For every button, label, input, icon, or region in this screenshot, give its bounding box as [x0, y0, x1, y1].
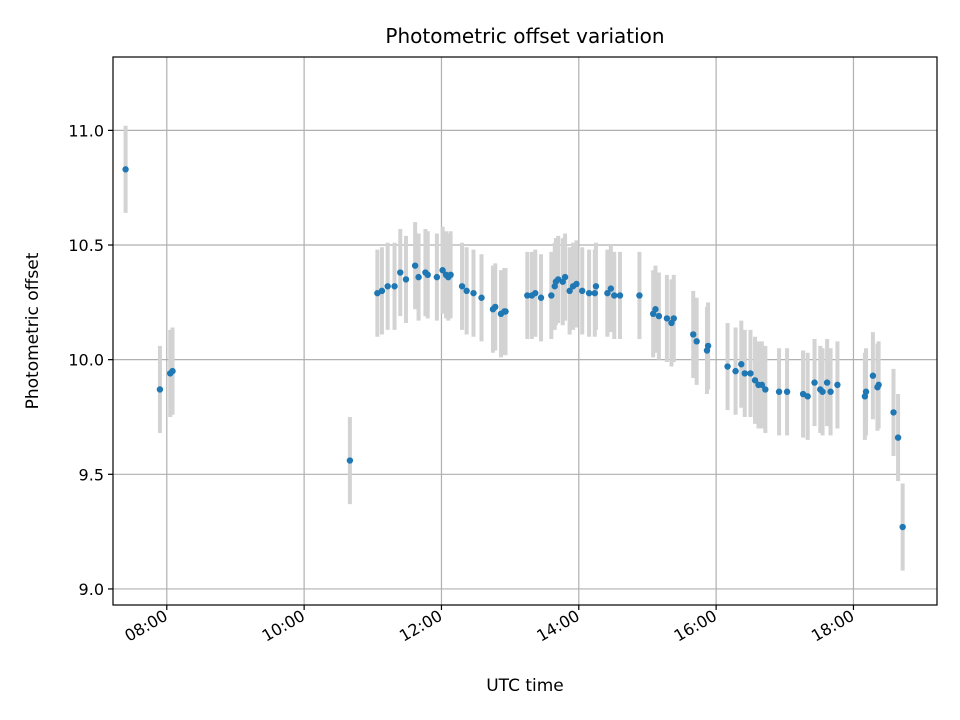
data-point: [524, 292, 531, 299]
y-tick-label: 9.5: [79, 465, 104, 484]
data-point: [169, 367, 176, 375]
y-tick-label: 10.0: [68, 351, 104, 370]
data-point: [532, 289, 539, 297]
data-point: [738, 361, 745, 368]
plot-frame: [112, 56, 938, 606]
data-point: [762, 386, 769, 393]
data-point: [823, 379, 831, 386]
data-point: [869, 372, 877, 379]
x-axis-label: UTC time: [486, 676, 564, 696]
data-point: [415, 273, 422, 281]
data-point: [875, 381, 882, 389]
y-axis-ticks: 9.0 9.5 10.0 10.5 11.0: [68, 121, 113, 599]
data-point: [811, 379, 818, 386]
data-point: [433, 273, 441, 281]
data-point: [827, 388, 834, 395]
data-point: [747, 370, 754, 377]
y-axis-label: Photometric offset: [23, 252, 43, 409]
data-point: [384, 283, 391, 290]
data-point: [579, 287, 586, 295]
data-point: [741, 370, 748, 377]
data-point: [566, 287, 573, 295]
data-point: [573, 280, 580, 288]
data-point: [463, 287, 470, 295]
data-point: [122, 166, 129, 173]
data-point: [655, 312, 663, 320]
data-point: [397, 269, 404, 276]
data-point: [611, 292, 618, 299]
data-point: [894, 434, 902, 441]
data-point: [724, 363, 731, 370]
data-point: [693, 338, 700, 345]
data-point: [732, 367, 739, 375]
data-point: [561, 273, 569, 281]
data-point: [402, 276, 410, 283]
data-point: [775, 388, 783, 395]
data-point: [346, 457, 354, 464]
data-point: [819, 388, 826, 395]
chart-title: Photometric offset variation: [385, 24, 664, 48]
data-point: [751, 377, 759, 384]
data-point: [470, 289, 477, 297]
data-point: [585, 289, 593, 297]
data-point: [156, 386, 164, 393]
data-point: [652, 306, 659, 313]
data-point: [592, 283, 600, 290]
data-point: [758, 381, 766, 389]
data-point: [862, 388, 870, 395]
grid-lines: [113, 57, 937, 605]
data-points: [122, 166, 906, 531]
data-point: [616, 292, 624, 299]
data-point: [548, 292, 555, 299]
data-point: [804, 393, 811, 400]
data-point: [439, 267, 446, 274]
data-point: [502, 308, 509, 315]
data-point: [604, 289, 611, 297]
y-tick-label: 11.0: [68, 121, 104, 140]
y-tick-label: 9.0: [79, 580, 104, 599]
data-point: [424, 271, 431, 279]
data-point: [783, 388, 791, 395]
data-point: [478, 294, 485, 301]
y-tick-label: 10.5: [68, 236, 104, 255]
data-point: [704, 342, 712, 350]
data-point: [447, 271, 454, 279]
data-point: [636, 292, 643, 299]
data-point: [391, 283, 398, 290]
data-point: [411, 262, 419, 269]
data-point: [899, 523, 906, 531]
data-point: [591, 289, 599, 297]
data-point: [690, 331, 697, 338]
data-point: [378, 287, 386, 295]
data-point: [458, 283, 466, 290]
data-point: [492, 303, 499, 311]
data-point: [607, 285, 615, 292]
data-point: [663, 315, 671, 322]
data-point: [834, 381, 841, 389]
data-point: [890, 409, 897, 416]
data-point: [537, 294, 545, 301]
data-point: [670, 315, 677, 322]
